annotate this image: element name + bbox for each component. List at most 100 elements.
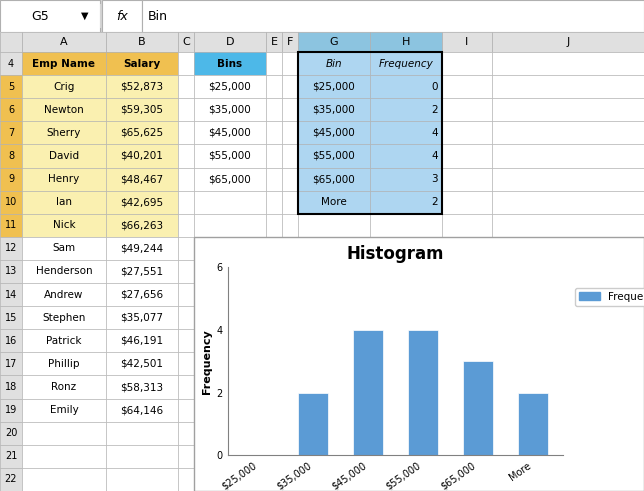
Text: Bin: Bin [326, 58, 343, 69]
Text: B: B [138, 37, 146, 47]
Bar [370, 32, 442, 52]
Bar [106, 167, 178, 191]
Bar [142, 0, 644, 32]
Bar [106, 399, 178, 422]
Bar [194, 214, 266, 237]
Bar [194, 468, 266, 491]
Bar [194, 306, 266, 329]
Bar [266, 306, 282, 329]
Bar [298, 32, 370, 52]
Bar [492, 32, 644, 52]
Bar [282, 167, 298, 191]
Bar [298, 353, 370, 376]
Bar [194, 237, 266, 260]
Text: 4: 4 [431, 128, 438, 138]
Bar [370, 121, 442, 144]
Bar [266, 283, 282, 306]
Bar [106, 468, 178, 491]
Text: David: David [49, 151, 79, 161]
Bar [106, 32, 178, 52]
Bar [194, 422, 266, 445]
Text: Emily: Emily [50, 405, 79, 415]
Bar [22, 167, 106, 191]
Text: $52,873: $52,873 [120, 82, 164, 92]
Bar [370, 445, 442, 468]
Text: $42,501: $42,501 [120, 359, 164, 369]
Bar [492, 214, 644, 237]
Legend: Frequency: Frequency [575, 288, 644, 306]
Bar [194, 283, 266, 306]
Text: Nick: Nick [53, 220, 75, 230]
Text: Newton: Newton [44, 105, 84, 115]
Bar [266, 237, 282, 260]
Bar [266, 329, 282, 353]
Bar [298, 422, 370, 445]
Bar [370, 376, 442, 399]
Bar [0, 167, 22, 191]
Text: 17: 17 [5, 359, 17, 369]
Text: $35,077: $35,077 [120, 313, 164, 323]
Bar [178, 214, 194, 237]
Bar [0, 329, 22, 353]
Bar [106, 214, 178, 237]
Bar [442, 191, 492, 214]
Bar [194, 144, 266, 167]
Bar [462, 361, 493, 456]
Bar [492, 329, 644, 353]
Bar [282, 237, 298, 260]
Text: 8: 8 [8, 151, 14, 161]
Bar [0, 422, 22, 445]
Text: Stephen: Stephen [43, 313, 86, 323]
Bar [518, 393, 548, 456]
Bar [106, 329, 178, 353]
Text: $35,000: $35,000 [209, 105, 251, 115]
Bar [178, 376, 194, 399]
Text: 5: 5 [8, 82, 14, 92]
Bar [442, 353, 492, 376]
Text: 7: 7 [8, 128, 14, 138]
Bar [408, 330, 438, 456]
Text: $42,695: $42,695 [120, 197, 164, 207]
Bar [0, 75, 22, 98]
Bar [22, 306, 106, 329]
Text: 10: 10 [5, 197, 17, 207]
Text: 0: 0 [431, 82, 438, 92]
Bar [194, 445, 266, 468]
Bar [442, 144, 492, 167]
Bar [22, 237, 106, 260]
Text: Sam: Sam [52, 244, 75, 253]
Text: 22: 22 [5, 474, 17, 485]
Bar [442, 329, 492, 353]
Bar [282, 468, 298, 491]
Bar [282, 214, 298, 237]
Bar [178, 144, 194, 167]
Bar [0, 32, 644, 52]
Text: $65,000: $65,000 [209, 174, 251, 184]
Bar [194, 98, 266, 121]
Bar [282, 376, 298, 399]
Text: $66,263: $66,263 [120, 220, 164, 230]
Bar [106, 306, 178, 329]
Bar [282, 399, 298, 422]
Bar [442, 75, 492, 98]
Text: J: J [566, 37, 570, 47]
Bar [0, 32, 22, 52]
Bar [0, 214, 22, 237]
Bar [282, 445, 298, 468]
Text: $59,305: $59,305 [120, 105, 164, 115]
Text: 2: 2 [431, 197, 438, 207]
Bar [22, 214, 106, 237]
Text: C: C [182, 37, 190, 47]
Bar [442, 52, 492, 75]
Bar [0, 445, 22, 468]
Text: 21: 21 [5, 451, 17, 462]
Bar [22, 75, 106, 98]
Bar [22, 422, 106, 445]
Bar [298, 260, 370, 283]
Text: 2: 2 [431, 105, 438, 115]
Bar [194, 191, 266, 214]
Bar [492, 399, 644, 422]
Bar [194, 121, 266, 144]
Text: $27,656: $27,656 [120, 290, 164, 300]
Bar [282, 32, 298, 52]
